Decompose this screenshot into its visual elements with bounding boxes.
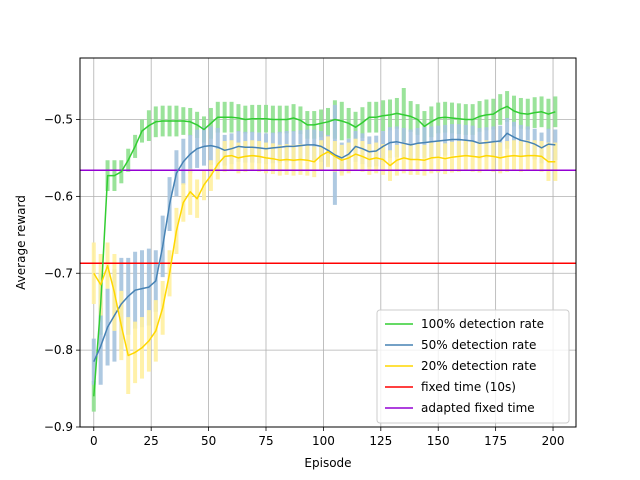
y-tick-label: −0.9 [44,420,73,434]
x-tick-label: 150 [427,434,450,448]
legend-box [376,309,570,424]
x-tick-label: 0 [90,434,98,448]
x-tick-label: 25 [144,434,159,448]
x-tick-label: 100 [312,434,335,448]
legend-label: 20% detection rate [421,359,536,373]
axes-frame [79,57,577,428]
series-line [93,151,556,357]
reference-lines [80,169,576,265]
y-tick-label: −0.8 [44,343,73,357]
legend: 100% detection rate 50% detection rate 20%… [376,309,570,424]
legend-label: 100% detection rate [421,317,544,331]
x-tick-label: 50 [201,434,216,448]
x-axis-label: Episode [304,456,351,470]
legend-label: 50% detection rate [421,338,536,352]
y-tick-label: −0.5 [44,113,73,127]
legend-label: fixed time (10s) [421,380,516,394]
x-tick-label: 200 [542,434,565,448]
y-tick-label: −0.7 [44,266,73,280]
y-tick-label: −0.6 [44,189,73,203]
x-tick-label: 175 [484,434,507,448]
series-line [93,132,556,363]
legend-label: adapted fixed time [421,401,535,415]
y-axis-label: Average reward [14,195,28,290]
x-tick-label: 75 [258,434,273,448]
series-line [93,105,556,397]
series-lines [93,105,556,397]
x-tick-label: 125 [369,434,392,448]
axis-ticks: 0 25 50 75 100 125 150 175 200 −0.9 −0.8 −0.7 −0.6 −0… [44,113,565,449]
